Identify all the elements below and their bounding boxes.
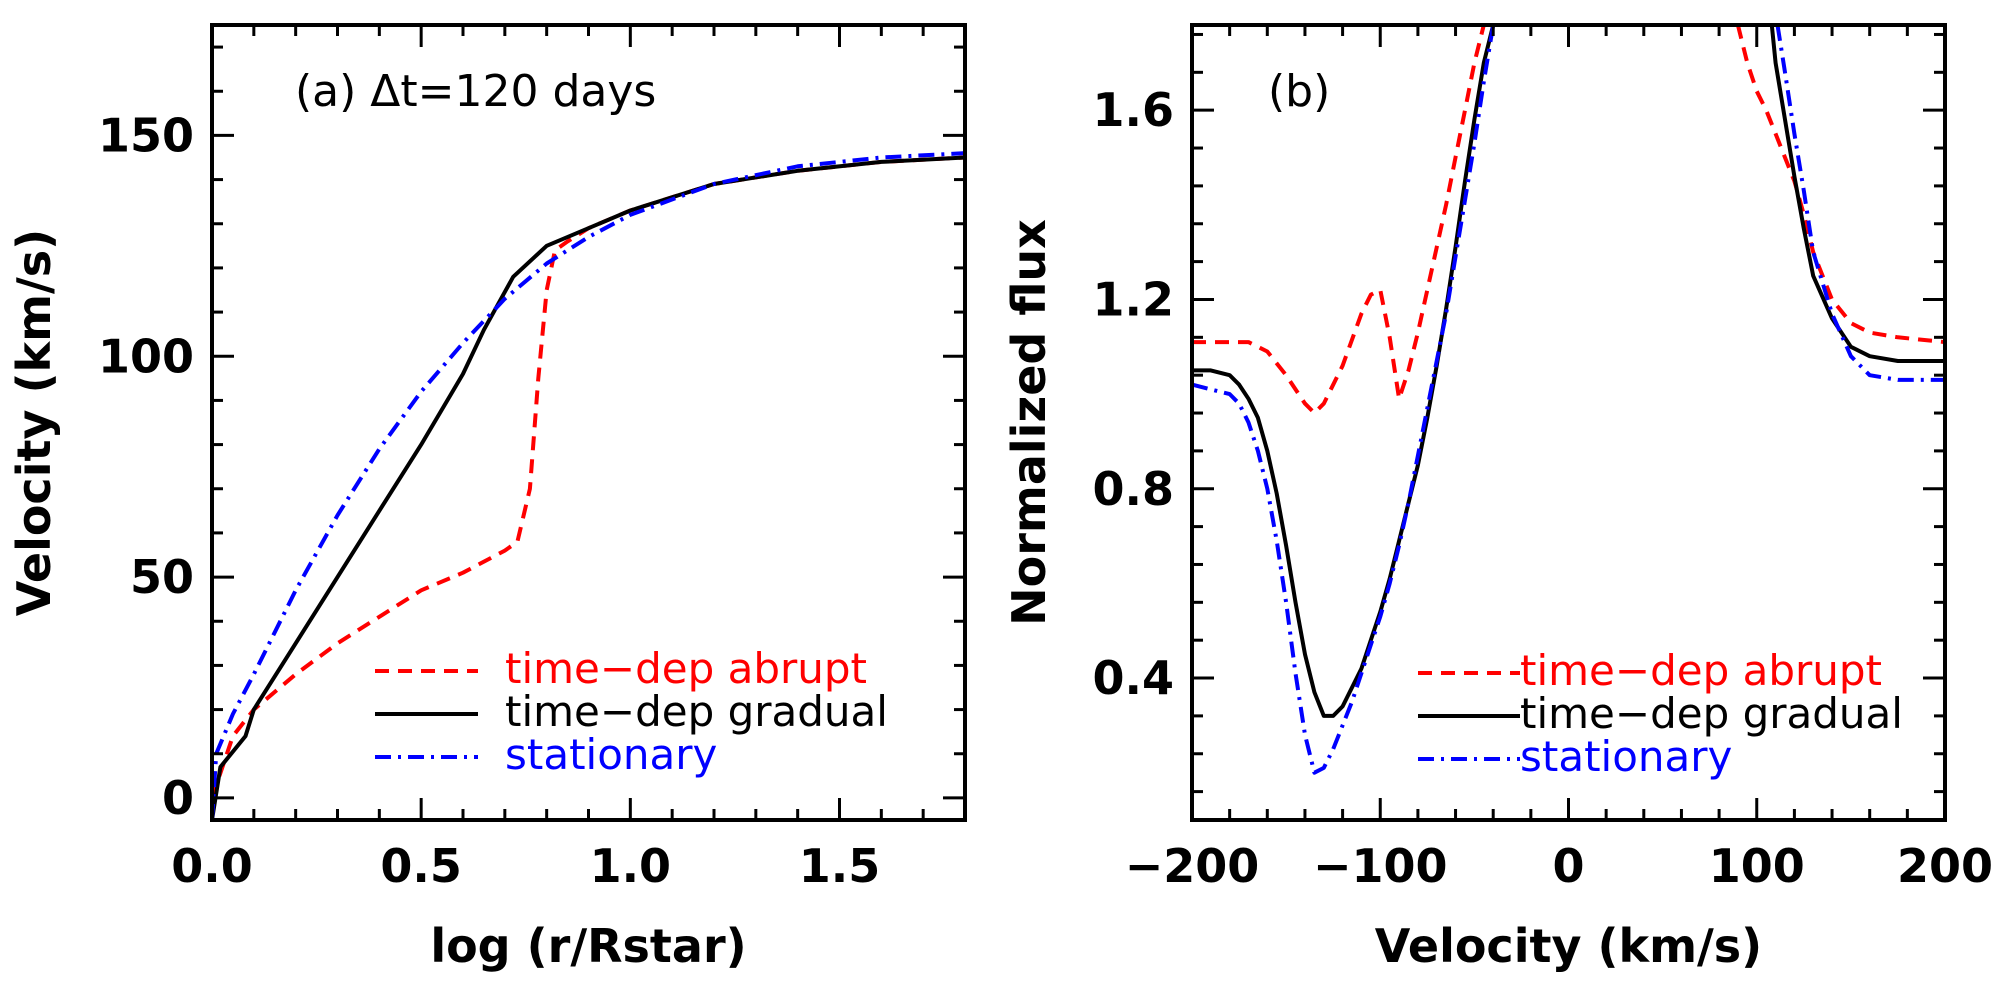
x-tick-label: 1.5 <box>799 839 881 893</box>
panel-b-line-profile: −200 −100 0 100 200 0.4 0.8 1.2 1.6 Velocity (km/… <box>1002 23 1993 973</box>
y-tick-label: 0.8 <box>1093 462 1175 516</box>
x-axis-title: log (r/Rstar) <box>430 919 746 973</box>
series-line-dashed-segment-0 <box>1192 25 1490 415</box>
x-tick-label: 100 <box>1709 839 1805 893</box>
x-tick-label: −100 <box>1313 839 1448 893</box>
y-axis-title: Normalized flux <box>1002 219 1056 626</box>
series-line-dashed-segment-1 <box>1735 25 1945 345</box>
y-tick-label: 0.4 <box>1093 651 1175 705</box>
x-tick-label: 0.0 <box>171 839 253 893</box>
series-line-dashdot <box>212 151 965 820</box>
panel-label: (b) <box>1268 66 1330 117</box>
series-line-dashdot-segment-1 <box>1775 25 1945 382</box>
y-tick-label: 1.2 <box>1093 272 1175 326</box>
panel-label: (a) Δt=120 days <box>295 66 656 117</box>
x-axis-title: Velocity (km/s) <box>1375 919 1762 973</box>
legend-label: stationary <box>505 730 717 779</box>
y-axis-title: Velocity (km/s) <box>7 229 61 616</box>
series-line-solid-segment-1 <box>1769 25 1945 363</box>
legend-label: time−dep abrupt <box>505 644 867 693</box>
y-tick-label: 1.6 <box>1093 83 1175 137</box>
panel-a-velocity-law: 0.0 0.5 1.0 1.5 0 50 100 150 log (r/Rstar) Veloci… <box>7 23 967 973</box>
legend-label: time−dep gradual <box>1520 689 1903 738</box>
series-line-solid-segment-0 <box>1192 25 1496 718</box>
x-tick-label: 0 <box>1552 839 1584 893</box>
series-line-dashdot-segment-0 <box>1192 25 1496 775</box>
legend-label: stationary <box>1520 732 1732 781</box>
legend-label: time−dep abrupt <box>1520 646 1882 695</box>
x-tick-label: −200 <box>1125 839 1260 893</box>
x-tick-label: 200 <box>1897 839 1993 893</box>
x-tick-label: 0.5 <box>380 839 462 893</box>
y-tick-label: 0 <box>162 771 194 825</box>
y-tick-label: 150 <box>98 108 194 162</box>
x-tick-label: 1.0 <box>590 839 672 893</box>
legend-label: time−dep gradual <box>505 687 888 736</box>
y-tick-label: 100 <box>98 329 194 383</box>
y-tick-label: 50 <box>130 550 194 604</box>
